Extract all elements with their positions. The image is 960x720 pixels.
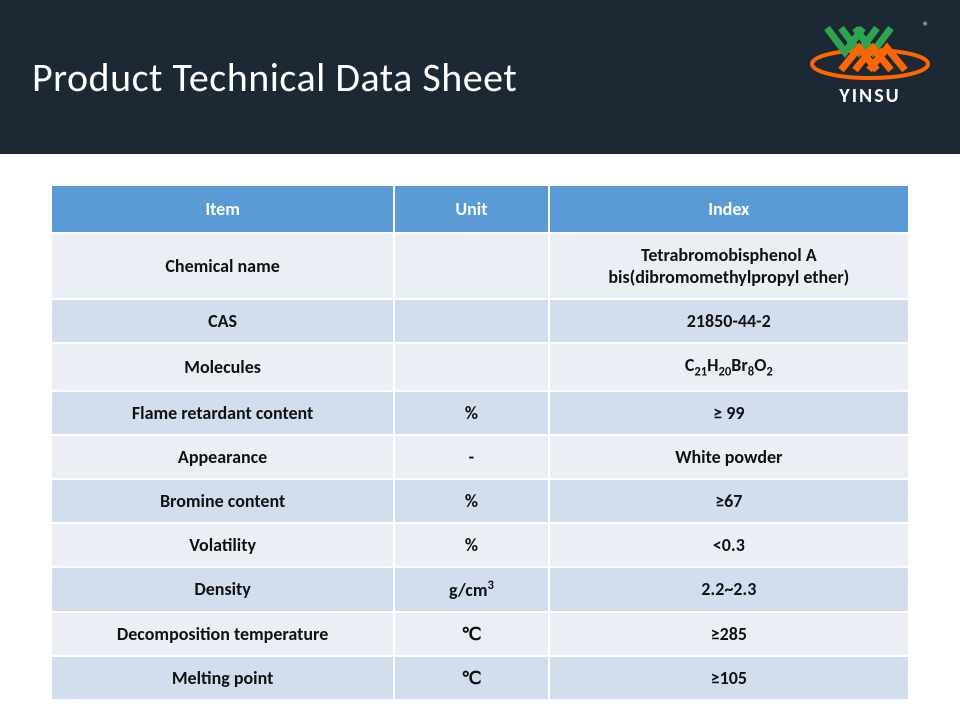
cell-item: Molecules [51, 343, 394, 391]
table-row: Melting point℃≥105 [51, 656, 909, 700]
cell-item: Volatility [51, 523, 394, 567]
spec-table: Item Unit Index Chemical name Tetrabromob… [50, 184, 910, 701]
cell-item: Bromine content [51, 479, 394, 523]
cell-unit [394, 299, 548, 343]
logo-mark: ® [805, 18, 935, 88]
cell-unit: % [394, 391, 548, 435]
cell-unit: - [394, 435, 548, 479]
cell-unit: ℃ [394, 612, 548, 656]
table-row: Flame retardant content%≥ 99 [51, 391, 909, 435]
table-row: Chemical name Tetrabromobisphenol A bis(d… [51, 233, 909, 299]
cell-index: 2.2~2.3 [549, 567, 909, 612]
cell-item: Flame retardant content [51, 391, 394, 435]
col-header-unit: Unit [394, 185, 548, 233]
cell-unit: % [394, 479, 548, 523]
table-row: CAS 21850-44-2 [51, 299, 909, 343]
cell-unit [394, 343, 548, 391]
cell-index: 21850-44-2 [549, 299, 909, 343]
cell-item: Chemical name [51, 233, 394, 299]
cell-item: Appearance [51, 435, 394, 479]
logo-text: YINSU [839, 84, 900, 108]
table-header-row: Item Unit Index [51, 185, 909, 233]
cell-index: Tetrabromobisphenol A bis(dibromomethylp… [549, 233, 909, 299]
brand-logo: ® YINSU [800, 8, 940, 118]
table-row: Decomposition temperature℃≥285 [51, 612, 909, 656]
cell-index: White powder [549, 435, 909, 479]
cell-item: Density [51, 567, 394, 612]
cell-item: Melting point [51, 656, 394, 700]
cell-unit [394, 233, 548, 299]
cell-item: CAS [51, 299, 394, 343]
cell-unit: % [394, 523, 548, 567]
cell-index: ≥105 [549, 656, 909, 700]
cell-index: ≥ 99 [549, 391, 909, 435]
svg-text:®: ® [923, 20, 929, 34]
cell-unit: g/cm3 [394, 567, 548, 612]
cell-index: ≥67 [549, 479, 909, 523]
page-title: Product Technical Data Sheet [32, 53, 517, 102]
col-header-item: Item [51, 185, 394, 233]
table-row: Bromine content%≥67 [51, 479, 909, 523]
datasheet-region: YINSU Item Unit Index Chemical nameTetra… [50, 184, 910, 701]
table-row: Appearance-White powder [51, 435, 909, 479]
table-row: Molecules C21H20Br8O2 [51, 343, 909, 391]
header-banner: Product Technical Data Sheet ® YINSU [0, 0, 960, 154]
cell-index: ≥285 [549, 612, 909, 656]
cell-index: <0.3 [549, 523, 909, 567]
cell-unit: ℃ [394, 656, 548, 700]
col-header-index: Index [549, 185, 909, 233]
table-row: Volatility%<0.3 [51, 523, 909, 567]
table-row: Densityg/cm32.2~2.3 [51, 567, 909, 612]
cell-item: Decomposition temperature [51, 612, 394, 656]
cell-index: C21H20Br8O2 [549, 343, 909, 391]
